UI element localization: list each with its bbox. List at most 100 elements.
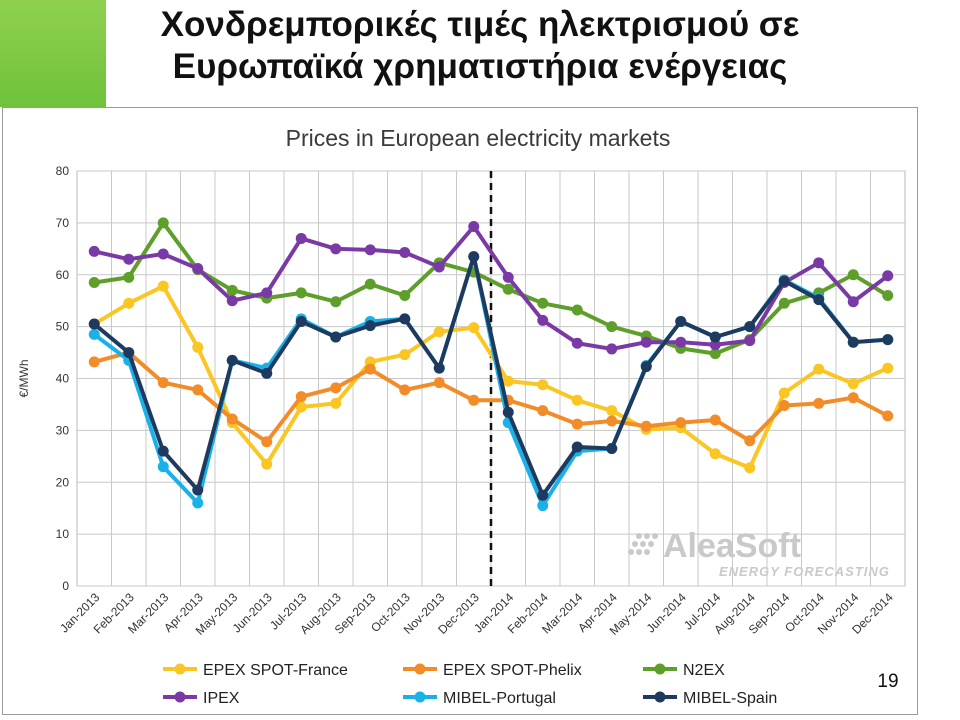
data-point bbox=[433, 362, 445, 374]
data-point bbox=[744, 435, 756, 447]
y-tick-label: 20 bbox=[56, 475, 70, 489]
y-tick-label: 80 bbox=[56, 164, 70, 178]
legend-label: EPEX SPOT-France bbox=[203, 662, 348, 679]
data-point bbox=[123, 297, 135, 309]
data-point bbox=[364, 244, 376, 256]
data-point bbox=[157, 445, 169, 457]
watermark-logo-dot bbox=[640, 541, 646, 547]
data-point bbox=[709, 348, 721, 360]
legend-item: MIBEL-Spain bbox=[643, 690, 777, 707]
data-point bbox=[295, 391, 307, 403]
data-point bbox=[295, 401, 307, 413]
series-epex-spot-france bbox=[88, 280, 894, 474]
data-point bbox=[606, 343, 618, 355]
y-tick-label: 50 bbox=[56, 320, 70, 334]
data-point bbox=[192, 384, 204, 396]
data-point bbox=[157, 248, 169, 260]
data-point bbox=[744, 335, 756, 347]
data-point bbox=[537, 297, 549, 309]
data-point bbox=[675, 417, 687, 429]
series-line bbox=[92, 350, 890, 444]
data-point bbox=[709, 339, 721, 351]
y-tick-label: 60 bbox=[56, 268, 70, 282]
data-point bbox=[330, 243, 342, 255]
data-point bbox=[675, 336, 687, 348]
data-point bbox=[261, 436, 273, 448]
data-point bbox=[640, 420, 652, 432]
legend-label: IPEX bbox=[203, 690, 240, 707]
data-point bbox=[399, 384, 411, 396]
legend-swatch-dot bbox=[174, 663, 186, 675]
data-point bbox=[295, 315, 307, 327]
data-point bbox=[606, 415, 618, 427]
data-point bbox=[433, 377, 445, 389]
series-line bbox=[92, 284, 890, 470]
data-point bbox=[399, 290, 411, 301]
data-point bbox=[813, 397, 825, 409]
y-axis-label: €/MWh bbox=[17, 359, 31, 397]
data-point bbox=[502, 375, 514, 387]
data-point bbox=[537, 405, 549, 417]
data-point bbox=[813, 294, 825, 306]
data-point bbox=[468, 322, 480, 334]
data-point bbox=[502, 406, 514, 418]
data-point bbox=[882, 290, 894, 301]
data-point bbox=[813, 257, 825, 269]
data-point bbox=[882, 334, 894, 346]
y-tick-label: 0 bbox=[62, 579, 69, 593]
data-point bbox=[537, 489, 549, 501]
chart-frame: Prices in European electricity markets 0 1… bbox=[2, 107, 918, 715]
data-point bbox=[330, 331, 342, 343]
data-point bbox=[537, 379, 549, 391]
data-point bbox=[468, 394, 480, 406]
data-point bbox=[468, 251, 480, 263]
data-point bbox=[468, 221, 480, 233]
data-point bbox=[399, 349, 411, 361]
data-point bbox=[226, 295, 238, 307]
line-chart: Prices in European electricity markets 0 1… bbox=[17, 125, 906, 707]
page-number: 19 bbox=[866, 668, 910, 696]
watermark-logo-dot bbox=[648, 541, 654, 547]
data-point bbox=[744, 321, 756, 333]
data-point bbox=[502, 283, 514, 295]
data-point bbox=[157, 377, 169, 389]
data-point bbox=[295, 287, 307, 299]
data-point bbox=[157, 217, 169, 229]
data-point bbox=[330, 296, 342, 308]
data-point bbox=[192, 497, 204, 509]
data-point bbox=[261, 458, 273, 470]
legend-swatch-dot bbox=[174, 691, 186, 703]
data-point bbox=[847, 296, 859, 308]
data-point bbox=[882, 410, 894, 422]
data-point bbox=[847, 336, 859, 348]
series-epex-spot-phelix bbox=[88, 347, 894, 448]
data-point bbox=[571, 418, 583, 430]
y-tick-label: 10 bbox=[56, 527, 70, 541]
data-point bbox=[364, 320, 376, 332]
data-point bbox=[847, 269, 859, 281]
watermark-logo-dot bbox=[636, 549, 642, 555]
data-point bbox=[123, 271, 135, 283]
data-point bbox=[399, 246, 411, 258]
watermark-logo-dot bbox=[632, 541, 638, 547]
watermark-tagline: ENERGY FORECASTING bbox=[719, 564, 890, 579]
legend-label: MIBEL-Portugal bbox=[443, 690, 556, 707]
data-point bbox=[778, 297, 790, 309]
watermark-logo-dot bbox=[652, 533, 658, 539]
data-point bbox=[88, 328, 100, 340]
series-mibel-spain bbox=[88, 251, 894, 501]
data-point bbox=[882, 270, 894, 282]
data-point bbox=[675, 315, 687, 327]
data-point bbox=[330, 382, 342, 394]
data-point bbox=[606, 405, 618, 417]
data-point bbox=[261, 287, 273, 299]
legend-item: IPEX bbox=[163, 690, 240, 707]
data-point bbox=[537, 314, 549, 326]
legend-item: MIBEL-Portugal bbox=[403, 690, 556, 707]
data-point bbox=[433, 326, 445, 338]
legend-swatch-dot bbox=[654, 663, 666, 675]
data-point bbox=[157, 461, 169, 473]
slide-title-line-2: Ευρωπαϊκά χρηματιστήρια ενέργειας bbox=[172, 47, 788, 86]
data-point bbox=[744, 462, 756, 474]
chart-title: Prices in European electricity markets bbox=[286, 125, 671, 151]
